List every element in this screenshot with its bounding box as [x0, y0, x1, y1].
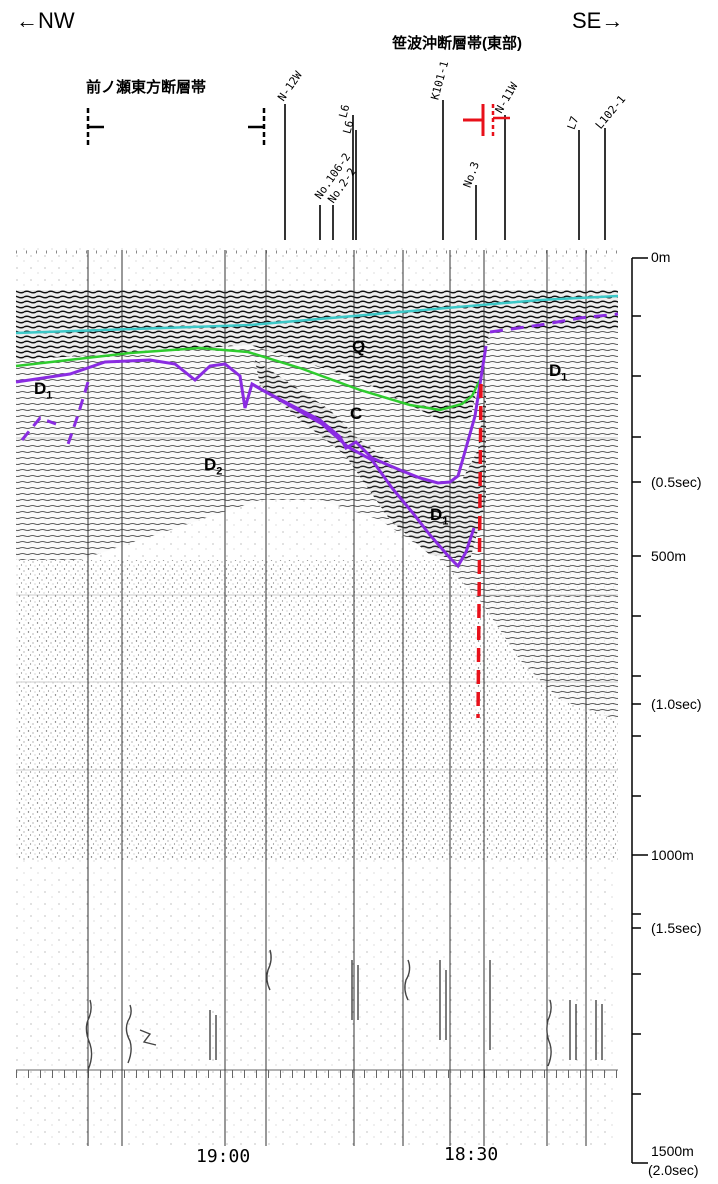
crossing-line-markers: [284, 100, 606, 240]
fault-trace: [476, 383, 483, 719]
horizon-q-label: Q: [352, 337, 366, 356]
depth-label-500m: 500m: [651, 548, 687, 564]
horizon-d1-center-label: D1: [430, 505, 449, 528]
depth-label-2-0sec: (2.0sec): [648, 1162, 699, 1178]
direction-se-label: SE→: [572, 8, 624, 33]
horizon-d1-west-label: D1: [34, 379, 53, 402]
d-top-horizon-west: [15, 345, 488, 485]
horizon-d1-east-label: D1: [549, 361, 568, 384]
d-top-dashed-east: [489, 312, 619, 334]
depth-label-1000m: 1000m: [651, 847, 694, 863]
record-vertical-lines: [87, 250, 587, 1146]
horizon-d2-label: D2: [204, 455, 223, 478]
direction-nw-label: ←NW: [16, 8, 75, 33]
depth-label-1500m: 1500m: [651, 1143, 694, 1159]
horizon-c-label: C: [350, 404, 363, 423]
crossing-line-label: L6: [340, 119, 357, 136]
d-top-dashed-west-2: [20, 416, 57, 441]
crossing-line-label: L6: [336, 103, 353, 120]
seafloor-horizon: [15, 294, 619, 335]
depth-label-1-0sec: (1.0sec): [651, 696, 702, 712]
depth-label-1-5sec: (1.5sec): [651, 920, 702, 936]
time-label-1830: 18:30: [444, 1144, 499, 1165]
fault-symbol-west-2: [248, 108, 266, 146]
fault-zone-east-label: 笹波沖断層帯(東部): [392, 35, 522, 52]
depth-label-0m: 0m: [651, 249, 671, 265]
depth-scale: [631, 257, 648, 1164]
record-handwriting: [85, 949, 603, 1071]
depth-label-0-5sec: (0.5sec): [651, 474, 702, 490]
reflector-band-upper: [16, 290, 618, 420]
time-label-1900: 19:00: [196, 1146, 251, 1167]
d-base-horizon: [251, 382, 476, 569]
fault-symbol-east: [463, 104, 510, 136]
d-top-dashed-west: [64, 381, 90, 451]
q-base-horizon: [15, 346, 482, 412]
fault-zone-west-label: 前ノ瀬東方断層帯: [86, 79, 207, 96]
record-grid: [16, 437, 618, 771]
fault-symbol-west-1: [86, 108, 104, 146]
